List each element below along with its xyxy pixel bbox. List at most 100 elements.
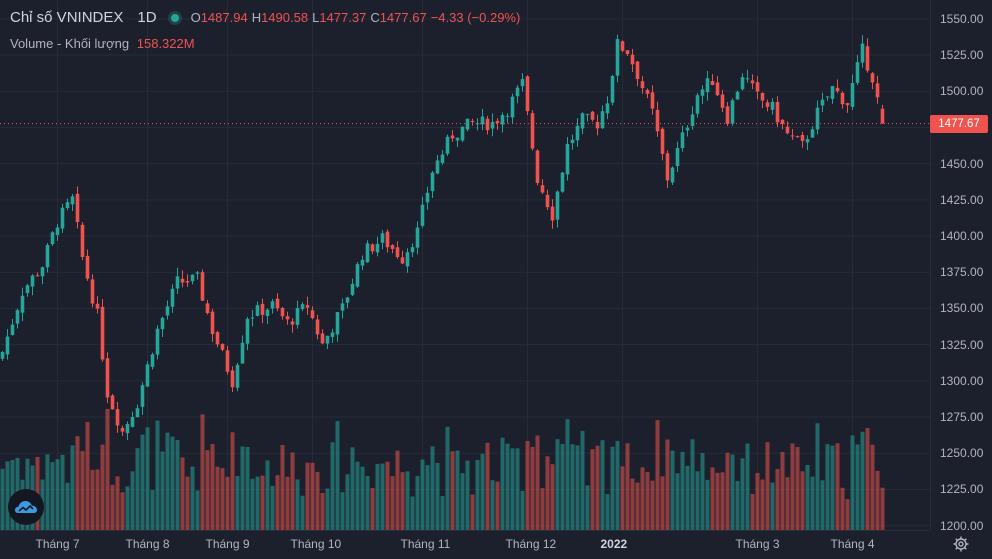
volume-bar (640, 467, 645, 530)
candle-body (880, 108, 885, 124)
volume-bar (435, 462, 440, 530)
candle-body (305, 305, 310, 308)
volume-bar (590, 449, 595, 530)
volume-bar (660, 476, 665, 530)
open-value: 1487.94 (200, 10, 248, 25)
candle-body (650, 92, 655, 109)
volume-bar (190, 466, 195, 530)
candle-body (245, 318, 250, 344)
candle-body (865, 46, 870, 71)
candle-body (655, 109, 660, 132)
price-axis[interactable]: 1200.00 1225.00 1250.00 1275.00 1300.00 1325.… (930, 0, 992, 533)
candle-body (395, 247, 400, 258)
candle-body (700, 89, 705, 96)
volume-bar (525, 440, 530, 530)
volume-bar (180, 457, 185, 530)
candlestick-chart[interactable] (0, 0, 930, 530)
price-tick-label: 1425.00 (940, 192, 984, 207)
tradingview-logo-icon[interactable] (8, 489, 44, 525)
volume-bar (870, 444, 875, 530)
gear-icon[interactable] (953, 536, 969, 552)
volume-bar (545, 456, 550, 530)
volume-bar (840, 487, 845, 530)
volume-bar (110, 484, 115, 530)
time-axis[interactable]: Tháng 7 Tháng 8 Tháng 9 Tháng 10 Tháng 11 Thá… (0, 530, 930, 559)
candle-body (275, 298, 280, 309)
price-tick-label: 1450.00 (940, 156, 984, 171)
interval-label[interactable]: 1D (137, 9, 157, 26)
candle-body (360, 259, 365, 266)
volume-bar (490, 480, 495, 530)
candle-body (595, 121, 600, 129)
volume-bar (355, 461, 360, 530)
candle-body (230, 370, 235, 388)
candle-body (65, 202, 70, 209)
volume-bar (250, 478, 255, 530)
volume-bar (170, 436, 175, 530)
volume-bar (115, 476, 120, 530)
candle-body (770, 101, 775, 110)
volume-bar (755, 473, 760, 530)
candle-body (665, 153, 670, 181)
candle-body (160, 317, 165, 330)
candle-body (215, 332, 220, 345)
volume-bar (805, 464, 810, 530)
candle-body (685, 127, 690, 131)
candle-body (520, 79, 525, 87)
high-value: 1490.58 (261, 10, 309, 25)
volume-bar (850, 435, 855, 530)
candle-body (420, 204, 425, 226)
volume-bar (385, 461, 390, 530)
candle-body (475, 123, 480, 125)
volume-bar (445, 426, 450, 530)
volume-bar (775, 468, 780, 530)
volume-bar (845, 499, 850, 530)
volume-bar (880, 487, 885, 530)
time-tick-label: Tháng 4 (830, 537, 875, 551)
volume-bar (340, 492, 345, 530)
price-tick-label: 1375.00 (940, 265, 984, 280)
volume-bar (485, 442, 490, 530)
volume-bar (480, 453, 485, 530)
candle-body (660, 128, 665, 154)
volume-bar (105, 408, 110, 530)
chart-area[interactable]: Chỉ số VNINDEX 1D O1487.94 H1490.58 L1477.37… (0, 0, 930, 530)
candle-body (720, 94, 725, 108)
candle-body (130, 417, 135, 427)
candle-body (195, 272, 200, 274)
candle-body (375, 243, 380, 253)
candle-body (620, 41, 625, 51)
volume-bar (280, 444, 285, 530)
volume-bar (200, 414, 205, 530)
symbol-title[interactable]: Chỉ số VNINDEX (10, 9, 124, 26)
candle-body (90, 279, 95, 304)
candle-body (280, 307, 285, 317)
candle-body (835, 87, 840, 92)
volume-bar (605, 494, 610, 530)
candle-body (795, 136, 800, 138)
candle-body (750, 80, 755, 84)
candle-body (460, 126, 465, 141)
candle-body (830, 86, 835, 99)
volume-bar (285, 476, 290, 530)
volume-value: 158.322M (136, 36, 195, 51)
volume-bar (875, 470, 880, 530)
candle-body (350, 283, 355, 295)
candle-body (150, 354, 155, 367)
candle-body (450, 135, 455, 139)
price-tick-label: 1500.00 (940, 84, 984, 99)
volume-bar (460, 473, 465, 530)
volume-label[interactable]: Volume - Khối lượng (10, 36, 130, 51)
volume-bar (155, 420, 160, 530)
volume-bar (175, 439, 180, 530)
volume-bar (540, 488, 545, 530)
candle-body (50, 232, 55, 245)
volume-bar (680, 451, 685, 530)
candle-body (855, 62, 860, 83)
candle-body (500, 115, 505, 125)
candle-body (510, 96, 515, 118)
volume-bar (160, 451, 165, 530)
candle-body (810, 129, 815, 138)
candle-body (320, 333, 325, 344)
volume-bar (510, 448, 515, 530)
